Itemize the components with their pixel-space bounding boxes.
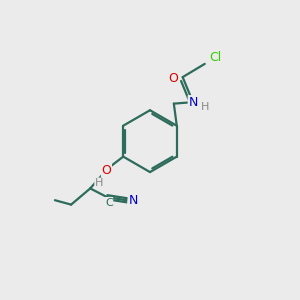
Text: H: H [95,178,103,188]
Text: C: C [105,198,113,208]
Text: N: N [128,194,138,207]
Text: Cl: Cl [209,51,221,64]
Text: N: N [188,96,198,109]
Text: O: O [101,164,111,177]
Text: H: H [201,103,209,112]
Text: O: O [168,72,178,85]
